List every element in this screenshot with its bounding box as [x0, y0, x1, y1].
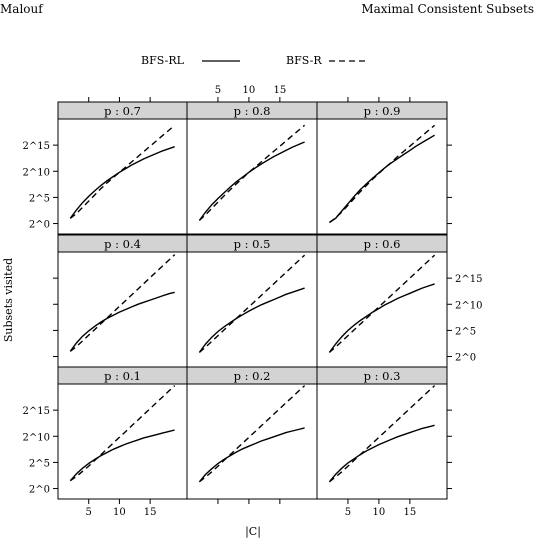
series-line-bfs-r — [328, 254, 436, 353]
strip-label: p : 0.3 — [364, 369, 401, 383]
series-line-bfs-rl — [69, 146, 175, 219]
x-tick-label: 5 — [86, 507, 92, 518]
series-line-bfs-rl — [69, 291, 175, 352]
series-line-bfs-r — [198, 385, 306, 483]
y-tick-label: 2^0 — [29, 485, 50, 496]
y-tick-label: 2^5 — [455, 326, 476, 337]
strip-label: p : 0.1 — [104, 369, 141, 383]
y-axis-label: Subsets visited — [2, 258, 15, 342]
y-tick-label: 2^10 — [23, 432, 50, 443]
panel-frame — [57, 383, 188, 500]
y-tick-label: 2^5 — [29, 193, 50, 204]
x-tick-label: 10 — [373, 507, 386, 518]
strip-label: p : 0.5 — [234, 237, 271, 251]
panel-frame — [186, 383, 318, 500]
series-line-bfs-rl — [328, 424, 435, 483]
series-line-bfs-rl — [198, 287, 305, 353]
x-tick-label: 10 — [113, 507, 126, 518]
y-tick-label: 2^15 — [23, 406, 50, 417]
legend-label-bfs-r: BFS-R — [286, 54, 322, 67]
x-tick-label: 5 — [215, 85, 221, 96]
y-tick-label: 2^10 — [23, 167, 50, 178]
x-tick-label: 15 — [144, 507, 157, 518]
series-line-bfs-r — [328, 124, 436, 224]
y-tick-label: 2^0 — [29, 220, 50, 231]
x-tick-label: 5 — [345, 507, 351, 518]
panel-frame — [57, 118, 188, 235]
series-line-bfs-r — [69, 124, 176, 219]
running-header-title: Maximal Consistent Subsets — [361, 2, 534, 16]
panel-frame — [316, 383, 448, 500]
series-line-bfs-rl — [198, 427, 305, 483]
x-tick-label: 15 — [273, 85, 286, 96]
strip-label: p : 0.6 — [364, 237, 401, 251]
panel-frame — [186, 118, 318, 235]
strip-label: p : 0.4 — [104, 237, 141, 251]
x-tick-label: 15 — [403, 507, 416, 518]
x-axis-label: |C| — [245, 525, 261, 538]
panel-frame — [316, 251, 448, 368]
page-header: Malouf Maximal Consistent Subsets — [0, 0, 536, 20]
series-line-bfs-rl — [69, 429, 175, 482]
series-line-bfs-r — [198, 254, 306, 353]
y-tick-label: 2^0 — [455, 353, 476, 364]
series-line-bfs-r — [69, 385, 176, 482]
panel-frame — [316, 118, 448, 235]
series-line-bfs-r — [69, 254, 176, 352]
x-tick-label: 10 — [243, 85, 256, 96]
strip-label: p : 0.2 — [234, 369, 271, 383]
series-line-bfs-rl — [328, 283, 435, 353]
y-tick-label: 2^15 — [23, 141, 50, 152]
legend-label-bfs-rl: BFS-RL — [141, 54, 185, 67]
y-tick-label: 2^15 — [455, 274, 482, 285]
strip-label: p : 0.9 — [364, 104, 401, 118]
y-tick-label: 2^5 — [29, 458, 50, 469]
series-line-bfs-r — [198, 124, 306, 221]
running-header-author: Malouf — [0, 2, 43, 16]
panel-frame — [57, 251, 188, 368]
y-tick-label: 2^10 — [455, 300, 482, 311]
series-line-bfs-rl — [329, 134, 435, 224]
strip-label: p : 0.7 — [104, 104, 141, 118]
series-line-bfs-r — [328, 385, 436, 483]
series-line-bfs-rl — [198, 141, 305, 221]
strip-label: p : 0.8 — [234, 104, 271, 118]
